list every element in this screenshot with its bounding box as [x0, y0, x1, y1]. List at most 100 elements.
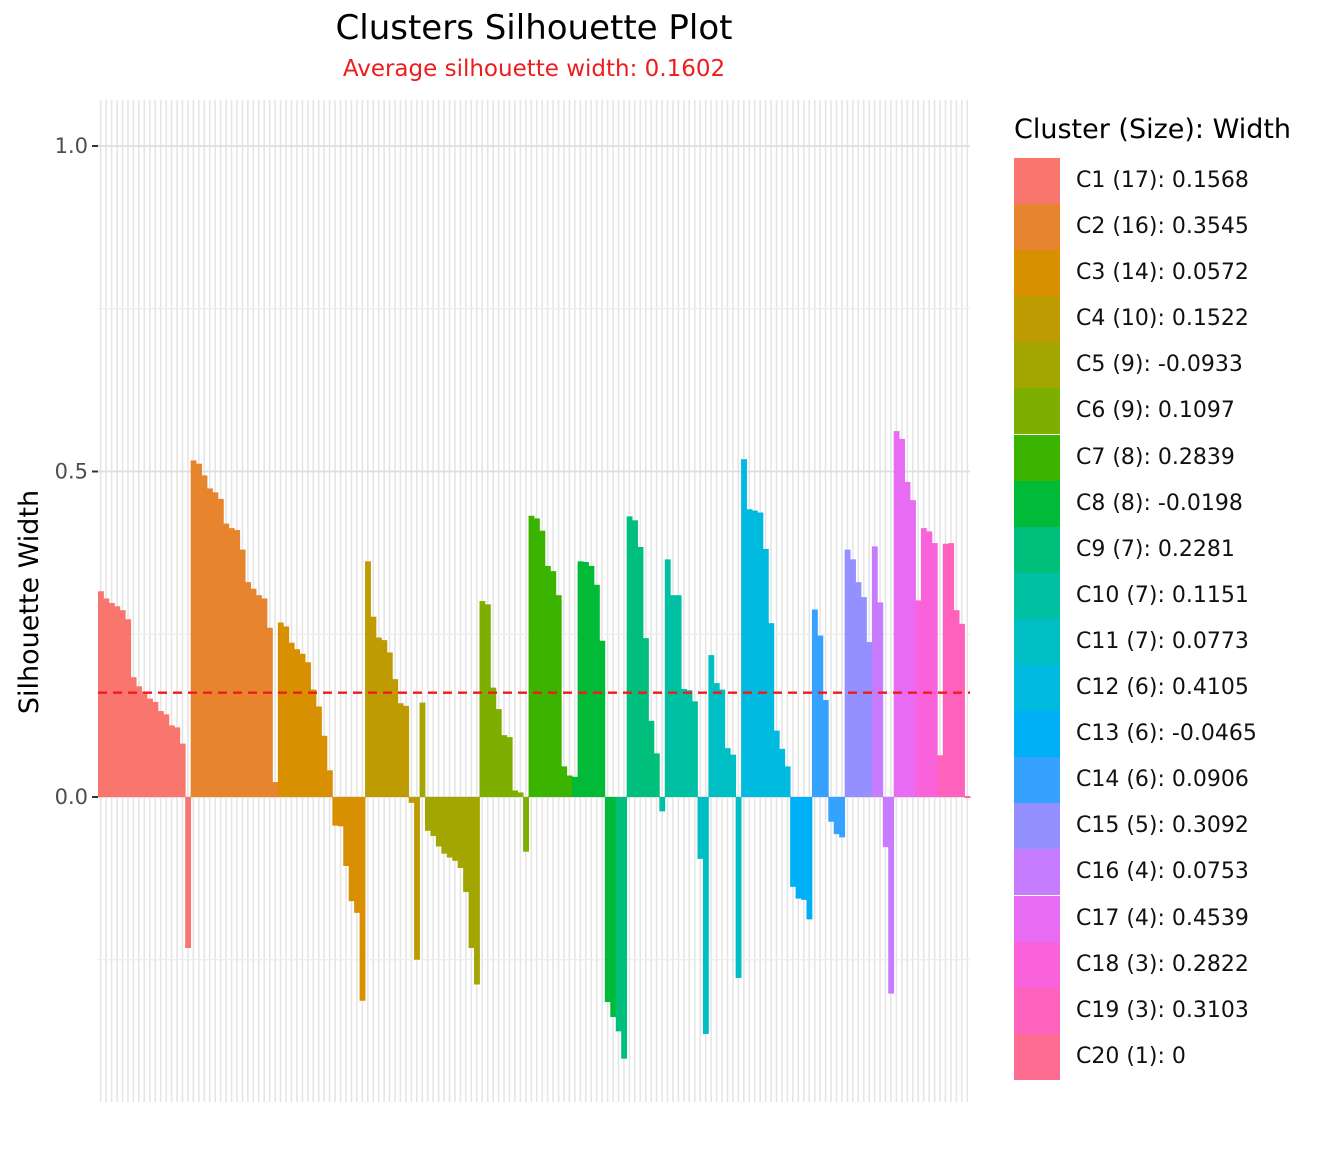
legend-item: C1 (17): 0.1568 — [1014, 158, 1291, 204]
silhouette-bar — [141, 691, 148, 797]
legend-label: C2 (16): 0.3545 — [1076, 214, 1249, 240]
silhouette-bar — [915, 600, 922, 797]
legend-label: C9 (7): 0.2281 — [1076, 536, 1235, 562]
silhouette-bar — [730, 754, 737, 797]
silhouette-bar — [179, 743, 186, 797]
legend-swatch — [1014, 757, 1060, 804]
silhouette-bar — [937, 755, 944, 797]
silhouette-bar — [697, 797, 704, 859]
silhouette-bar — [604, 797, 611, 1003]
silhouette-bar — [904, 481, 911, 797]
silhouette-bar — [414, 797, 420, 960]
silhouette-bar — [773, 730, 780, 797]
silhouette-bar — [648, 720, 655, 797]
silhouette-bar — [375, 637, 382, 797]
silhouette-bar — [686, 690, 693, 797]
legend-item: C10 (7): 0.1151 — [1014, 572, 1291, 619]
legend-item: C7 (8): 0.2839 — [1014, 434, 1291, 481]
legend-item: C2 (16): 0.3545 — [1014, 204, 1291, 251]
silhouette-bar — [512, 790, 519, 797]
silhouette-bar — [261, 598, 268, 797]
legend-swatch — [1014, 388, 1060, 435]
silhouette-bar — [724, 748, 731, 797]
silhouette-bar — [441, 797, 448, 854]
silhouette-bar — [103, 598, 110, 797]
legend-swatch — [1014, 1033, 1060, 1080]
silhouette-bar — [681, 688, 687, 797]
legend-label: C3 (14): 0.0572 — [1076, 260, 1249, 286]
silhouette-bar — [762, 548, 769, 797]
legend-label: C17 (4): 0.4539 — [1076, 905, 1249, 931]
silhouette-bar — [675, 595, 682, 797]
legend-item: C20 (1): 0 — [1014, 1033, 1291, 1080]
legend-item: C17 (4): 0.4539 — [1014, 895, 1291, 942]
silhouette-bar — [185, 797, 192, 949]
silhouette-bar — [735, 797, 742, 978]
y-axis: 0.0 0.5 1.0 — [55, 134, 98, 809]
silhouette-bar — [517, 792, 524, 797]
silhouette-bar — [534, 518, 540, 797]
legend-label: C7 (8): 0.2839 — [1076, 444, 1235, 470]
silhouette-bar — [741, 459, 747, 797]
legend-swatch — [1014, 572, 1060, 619]
silhouette-bar — [474, 797, 480, 985]
legend-item: C18 (3): 0.2822 — [1014, 941, 1291, 988]
silhouette-bar — [501, 735, 508, 797]
silhouette-bar — [920, 528, 927, 797]
silhouette-bar — [299, 653, 306, 797]
silhouette-bar — [523, 797, 529, 852]
legend-label: C5 (9): -0.0933 — [1076, 352, 1243, 378]
silhouette-bar — [550, 571, 557, 797]
legend-swatch — [1014, 711, 1060, 758]
silhouette-bar — [713, 683, 720, 797]
silhouette-bar — [256, 595, 262, 797]
silhouette-bar — [839, 797, 846, 838]
legend-label: C15 (5): 0.3092 — [1076, 813, 1249, 839]
legend-label: C12 (6): 0.4105 — [1076, 675, 1249, 701]
silhouette-bar — [359, 797, 366, 1001]
legend-item: C16 (4): 0.0753 — [1014, 849, 1291, 896]
silhouette-bar — [119, 610, 126, 797]
silhouette-bar — [572, 776, 578, 797]
silhouette-bar — [632, 520, 638, 797]
silhouette-bar — [288, 642, 295, 797]
silhouette-bar — [234, 530, 241, 797]
legend-label: C19 (3): 0.3103 — [1076, 997, 1249, 1023]
silhouette-bar — [659, 797, 666, 812]
legend-label: C20 (1): 0 — [1076, 1043, 1186, 1069]
legend-swatch — [1014, 434, 1060, 481]
legend-item: C11 (7): 0.0773 — [1014, 618, 1291, 665]
silhouette-bar — [539, 530, 546, 797]
silhouette-bar — [283, 626, 290, 797]
silhouette-bar — [125, 619, 132, 797]
silhouette-bar — [708, 655, 715, 797]
silhouette-bar — [752, 510, 758, 797]
silhouette-bar — [561, 766, 568, 797]
silhouette-bar — [348, 797, 355, 902]
legend-swatch — [1014, 526, 1060, 573]
y-axis-label: Silhouette Width — [14, 490, 45, 714]
silhouette-bar — [806, 797, 813, 920]
silhouette-bar — [577, 561, 584, 797]
silhouette-bar — [201, 475, 208, 797]
legend-item: C9 (7): 0.2281 — [1014, 526, 1291, 573]
silhouette-bar — [877, 602, 884, 797]
silhouette-bar — [190, 460, 197, 797]
silhouette-bar — [790, 797, 796, 887]
silhouette-bar — [163, 714, 170, 797]
legend-title: Cluster (Size): Width — [1014, 114, 1292, 145]
silhouette-bar — [228, 528, 235, 797]
silhouette-bar — [452, 797, 459, 861]
silhouette-bar — [784, 766, 791, 797]
silhouette-bar — [670, 595, 677, 797]
silhouette-bar — [566, 775, 573, 797]
silhouette-bar — [321, 735, 328, 797]
silhouette-bar — [272, 782, 279, 797]
silhouette-bar — [392, 679, 399, 797]
silhouette-bar — [583, 561, 589, 797]
bars — [98, 431, 971, 1059]
legend-item: C12 (6): 0.4105 — [1014, 665, 1291, 712]
silhouette-bar — [457, 797, 464, 868]
legend-label: C11 (7): 0.0773 — [1076, 628, 1249, 654]
